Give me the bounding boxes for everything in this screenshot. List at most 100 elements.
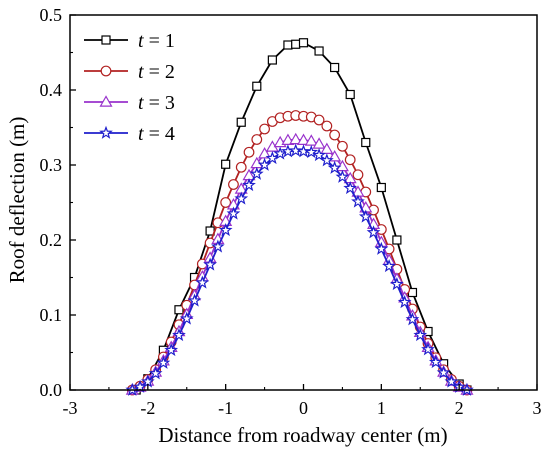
series-1-point	[330, 62, 340, 73]
series-2-point	[313, 114, 325, 126]
x-tick-label: 0	[299, 398, 308, 418]
series-2	[126, 110, 473, 396]
x-tick-label: -3	[63, 398, 78, 418]
series-4-point	[281, 144, 295, 158]
y-tick-label: 0.3	[40, 155, 63, 175]
legend-entry-4: t = 4	[84, 123, 175, 145]
series-4-point	[195, 275, 210, 289]
series-1-point	[291, 39, 301, 49]
series-4-point	[288, 143, 303, 157]
series-4-point	[351, 194, 365, 208]
series-3	[125, 132, 474, 395]
series-4-point	[343, 181, 358, 195]
series-4-point	[312, 148, 326, 162]
series-4-point	[242, 178, 256, 192]
series-4-point	[226, 206, 241, 220]
series-2-point	[329, 129, 341, 141]
series-4-point	[179, 311, 194, 325]
series-4-point	[265, 151, 280, 165]
series-1-point	[345, 89, 355, 100]
series-1-point	[361, 137, 371, 148]
series-4-point	[428, 355, 443, 369]
series-4-point	[327, 160, 342, 174]
series-4-point	[405, 312, 420, 326]
series-1-point	[392, 235, 402, 245]
series-4-point	[374, 241, 389, 255]
series-1-point	[221, 159, 231, 169]
series-2-point	[337, 140, 348, 152]
series-4-point	[390, 277, 404, 291]
series-2-point	[220, 197, 232, 208]
legend-marker	[99, 125, 113, 139]
series-4-point	[335, 169, 350, 183]
series-4-point	[156, 355, 171, 369]
series-4-point	[421, 342, 435, 356]
series-4-point	[218, 223, 233, 237]
series-4-line	[131, 149, 468, 391]
series-4-point	[444, 374, 459, 388]
series-3-line	[131, 138, 468, 391]
series-4-point	[304, 145, 319, 159]
series-1-point	[376, 182, 386, 193]
series-2-point	[228, 179, 239, 190]
series-4-point	[273, 146, 288, 160]
x-tick-label: 1	[377, 398, 386, 418]
legend-label: t = 1	[138, 30, 175, 52]
axes-layer: -3 -2 -1 0 1 2 3 0.0 0.1 0.2 0.3 0.4 0.5	[40, 5, 542, 418]
series-4-point	[249, 166, 264, 180]
series-1-point	[298, 38, 309, 48]
series-2-point	[344, 154, 356, 166]
legend-entry-2: t = 2	[84, 61, 175, 83]
series-2-point	[259, 123, 270, 135]
series-4-point	[319, 153, 334, 167]
legend-label: t = 4	[138, 123, 175, 145]
series-4-point	[172, 328, 186, 342]
series-4-point	[397, 295, 412, 309]
series-4-point	[164, 343, 179, 357]
y-tick-label: 0.5	[40, 5, 63, 25]
series-4-point	[296, 144, 311, 158]
series-2-point	[243, 146, 255, 158]
legend-marker	[99, 95, 113, 107]
legend-entry-3: t = 3	[84, 92, 175, 114]
series-1-point	[236, 117, 246, 127]
legend-marker	[100, 65, 112, 77]
series-4-point	[358, 209, 373, 223]
x-tick-label: -1	[218, 398, 233, 418]
series-1-point	[283, 40, 293, 50]
y-tick-label: 0.0	[40, 380, 63, 400]
series-1-point	[314, 46, 324, 56]
series-2-point	[251, 134, 263, 145]
series-1-point	[252, 81, 262, 91]
series-4-point	[366, 225, 381, 239]
series-2-point	[352, 169, 364, 181]
series-4-point	[382, 259, 396, 273]
series-4-point	[203, 257, 217, 271]
x-tick-label: -2	[140, 398, 155, 418]
legend-label: t = 3	[138, 92, 175, 114]
series-2-point	[321, 120, 333, 132]
series-4-point	[148, 366, 163, 380]
legend-entry-1: t = 1	[84, 30, 175, 52]
y-tick-label: 0.2	[40, 230, 63, 250]
series-4-point	[436, 365, 451, 379]
series-4-point	[211, 239, 225, 253]
y-axis-label: Roof deflection (m)	[5, 117, 29, 284]
x-tick-label: 2	[455, 398, 464, 418]
legend: t = 1 t = 2 t = 3 t = 4	[84, 30, 175, 145]
legend-marker	[101, 35, 111, 45]
x-tick-label: 3	[533, 398, 542, 418]
series-1-point	[174, 305, 184, 315]
series-4-point	[413, 328, 428, 342]
y-tick-label: 0.1	[40, 305, 63, 325]
series-4	[125, 143, 474, 396]
y-tick-label: 0.4	[40, 80, 63, 100]
series-4-point	[234, 191, 249, 205]
series-2-point	[235, 161, 247, 173]
series-4-point	[187, 293, 202, 307]
legend-label: t = 2	[138, 61, 175, 83]
series-1-point	[423, 326, 433, 337]
x-axis-label: Distance from roadway center (m)	[158, 423, 447, 447]
series-layer	[125, 38, 474, 396]
